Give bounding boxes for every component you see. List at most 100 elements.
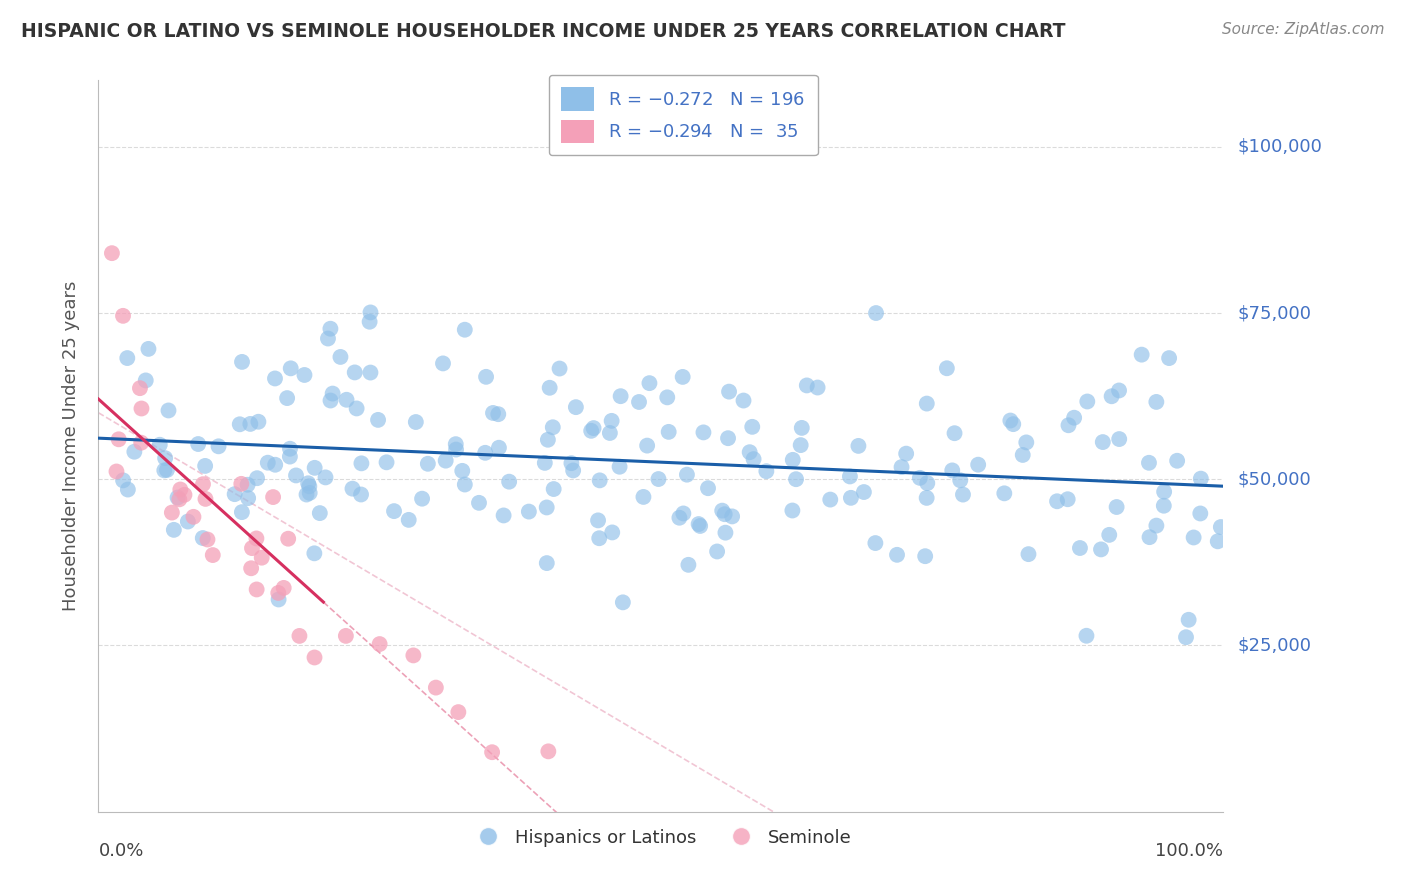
Point [112, 474, 135, 488]
Point [245, 532, 267, 546]
Point [402, 648, 425, 663]
Point [706, 544, 728, 558]
Point [157, 403, 180, 417]
Point [782, 453, 804, 467]
Point [600, 414, 623, 428]
Point [277, 532, 299, 546]
Text: 100.0%: 100.0% [1156, 842, 1223, 860]
Point [599, 425, 621, 440]
Point [481, 745, 503, 759]
Point [742, 452, 765, 467]
Legend: Hispanics or Latinos, Seminole: Hispanics or Latinos, Seminole [463, 822, 859, 854]
Point [718, 384, 741, 399]
Point [1090, 542, 1112, 557]
Point [177, 515, 200, 529]
Point [1159, 351, 1181, 365]
Point [304, 460, 326, 475]
Point [915, 396, 938, 410]
Point [1098, 528, 1121, 542]
Point [367, 413, 389, 427]
Point [350, 456, 373, 470]
Point [915, 491, 938, 505]
Point [129, 435, 152, 450]
Point [636, 439, 658, 453]
Point [319, 393, 342, 408]
Point [319, 322, 342, 336]
Point [239, 417, 262, 431]
Point [586, 513, 609, 527]
Point [267, 592, 290, 607]
Point [1091, 435, 1114, 450]
Point [1105, 500, 1128, 514]
Point [304, 650, 326, 665]
Point [1069, 541, 1091, 555]
Point [117, 483, 139, 497]
Point [359, 366, 381, 380]
Point [589, 474, 612, 488]
Point [1108, 432, 1130, 446]
Point [697, 481, 720, 495]
Point [1144, 395, 1167, 409]
Point [949, 473, 972, 487]
Point [368, 637, 391, 651]
Point [262, 490, 284, 504]
Point [183, 509, 205, 524]
Point [796, 378, 818, 392]
Point [609, 459, 631, 474]
Point [343, 366, 366, 380]
Point [335, 392, 357, 407]
Point [741, 420, 763, 434]
Point [1209, 520, 1232, 534]
Point [1130, 348, 1153, 362]
Point [865, 536, 887, 550]
Point [285, 468, 308, 483]
Y-axis label: Householder Income Under 25 years: Householder Income Under 25 years [62, 281, 80, 611]
Point [1189, 507, 1212, 521]
Point [236, 491, 259, 505]
Point [444, 437, 467, 451]
Point [350, 487, 373, 501]
Point [236, 477, 259, 491]
Point [194, 458, 217, 473]
Point [278, 450, 301, 464]
Point [160, 506, 183, 520]
Point [565, 400, 588, 414]
Point [194, 491, 217, 506]
Point [231, 476, 253, 491]
Point [105, 465, 128, 479]
Point [600, 525, 623, 540]
Point [658, 425, 681, 439]
Point [692, 425, 714, 440]
Point [149, 438, 172, 452]
Point [711, 503, 734, 517]
Point [201, 548, 224, 562]
Point [191, 531, 214, 545]
Point [264, 371, 287, 385]
Point [517, 505, 540, 519]
Point [304, 546, 326, 560]
Text: $25,000: $25,000 [1237, 637, 1312, 655]
Point [633, 490, 655, 504]
Point [1056, 492, 1078, 507]
Point [246, 471, 269, 485]
Point [1046, 494, 1069, 508]
Point [1189, 472, 1212, 486]
Point [112, 309, 135, 323]
Point [785, 472, 807, 486]
Point [264, 458, 287, 472]
Point [1076, 394, 1098, 409]
Point [135, 373, 157, 387]
Point [638, 376, 661, 391]
Point [444, 442, 467, 457]
Point [890, 460, 912, 475]
Point [733, 393, 755, 408]
Point [107, 432, 129, 446]
Point [943, 426, 966, 441]
Point [488, 441, 510, 455]
Point [276, 391, 298, 405]
Point [187, 437, 209, 451]
Point [1206, 534, 1229, 549]
Point [117, 351, 139, 365]
Point [434, 453, 457, 467]
Point [672, 370, 695, 384]
